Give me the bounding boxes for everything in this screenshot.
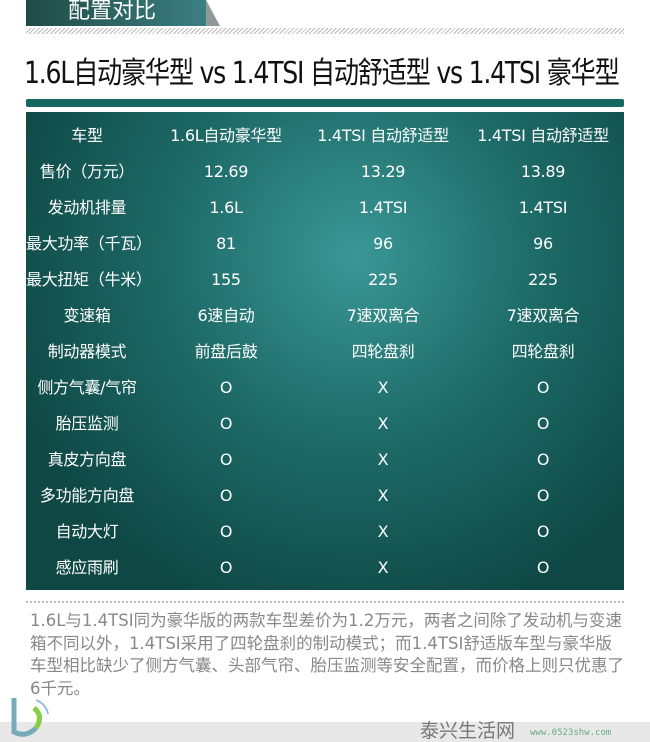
- cell-value: O: [536, 521, 550, 541]
- dotted-divider: [26, 601, 624, 603]
- cell-value: 81: [216, 233, 236, 253]
- cell-value: 225: [368, 269, 398, 289]
- table-row: 感应雨刷 O X O: [26, 549, 624, 585]
- table-header-row: 车型 1.6L自动豪华型 1.4TSI 自动舒适型 1.4TSI 自动舒适型: [26, 117, 624, 153]
- cell-value: O: [219, 377, 233, 397]
- cell-value: O: [536, 449, 550, 469]
- row-label: 最大功率（千瓦）: [26, 233, 152, 253]
- row-label: 车型: [71, 125, 103, 145]
- table-row: 多功能方向盘 O X O: [26, 477, 624, 513]
- page-title: 1.6L自动豪华型 vs 1.4TSI 自动舒适型 vs 1.4TSI 豪华型: [24, 56, 620, 91]
- cell-value: O: [536, 557, 550, 577]
- hatch-divider: [26, 28, 624, 34]
- cell-value: 1.6L自动豪华型: [170, 125, 282, 145]
- cell-value: 12.69: [203, 161, 249, 181]
- row-label: 变速箱: [63, 305, 111, 325]
- cell-value: 1.4TSI 自动舒适型: [317, 125, 449, 145]
- cell-value: 13.29: [360, 161, 406, 181]
- cell-value: 6速自动: [197, 305, 255, 325]
- row-label: 侧方气囊/气帘: [37, 377, 137, 397]
- accent-bar: [26, 99, 624, 107]
- table-row: 售价（万元） 12.69 13.29 13.89: [26, 153, 624, 189]
- cell-value: 1.4TSI: [358, 197, 408, 217]
- watermark-logo-icon: [11, 698, 49, 737]
- table-row: 变速箱 6速自动 7速双离合 7速双离合: [26, 297, 624, 333]
- watermark-name: 泰兴生活网: [420, 720, 516, 742]
- table-row: 侧方气囊/气帘 O X O: [26, 369, 624, 405]
- cell-value: X: [377, 485, 389, 505]
- cell-value: X: [377, 377, 389, 397]
- cell-value: 155: [211, 269, 241, 289]
- row-label: 发动机排量: [47, 197, 127, 217]
- table-row: 发动机排量 1.6L 1.4TSI 1.4TSI: [26, 189, 624, 225]
- row-label: 胎压监测: [55, 413, 119, 433]
- row-label: 自动大灯: [55, 521, 119, 541]
- cell-value: O: [219, 485, 233, 505]
- table-row: 制动器模式 前盘后鼓 四轮盘刹 四轮盘刹: [26, 333, 624, 369]
- cell-value: O: [536, 377, 550, 397]
- cell-value: O: [219, 557, 233, 577]
- cell-value: 96: [533, 233, 553, 253]
- cell-value: X: [377, 521, 389, 541]
- cell-value: O: [219, 449, 233, 469]
- comparison-table: 车型 1.6L自动豪华型 1.4TSI 自动舒适型 1.4TSI 自动舒适型售价（万元…: [26, 112, 624, 590]
- watermark-url: www.0523shw.com: [530, 728, 612, 738]
- row-label: 感应雨刷: [55, 557, 119, 577]
- cell-value: X: [377, 413, 389, 433]
- cell-value: O: [219, 413, 233, 433]
- section-tag: 配置对比: [26, 0, 220, 26]
- cell-value: O: [536, 413, 550, 433]
- row-label: 最大扭矩（牛米）: [26, 269, 152, 289]
- cell-value: 13.89: [520, 161, 566, 181]
- summary-note: 1.6L与1.4TSI同为豪华版的两款车型差价为1.2万元，两者之间除了发动机与…: [30, 611, 624, 698]
- row-label: 多功能方向盘: [39, 485, 135, 505]
- cell-value: 四轮盘刹: [351, 341, 415, 361]
- cell-value: 7速双离合: [346, 305, 420, 325]
- cell-value: 1.4TSI: [518, 197, 568, 217]
- cell-value: 7速双离合: [506, 305, 580, 325]
- cell-value: 96: [373, 233, 393, 253]
- cell-value: 四轮盘刹: [511, 341, 575, 361]
- table-row: 胎压监测 O X O: [26, 405, 624, 441]
- cell-value: 1.6L: [209, 197, 243, 217]
- cell-value: X: [377, 449, 389, 469]
- row-label: 真皮方向盘: [47, 449, 127, 469]
- cell-value: 前盘后鼓: [194, 341, 258, 361]
- table-row: 真皮方向盘 O X O: [26, 441, 624, 477]
- cell-value: X: [377, 557, 389, 577]
- cell-value: 225: [528, 269, 558, 289]
- row-label: 售价（万元）: [39, 161, 135, 181]
- table-row: 自动大灯 O X O: [26, 513, 624, 549]
- cell-value: O: [219, 521, 233, 541]
- footer-band: [0, 722, 650, 742]
- cell-value: 1.4TSI 自动舒适型: [477, 125, 609, 145]
- cell-value: O: [536, 485, 550, 505]
- table-row: 最大功率（千瓦） 81 96 96: [26, 225, 624, 261]
- row-label: 制动器模式: [47, 341, 127, 361]
- table-row: 最大扭矩（牛米） 155 225 225: [26, 261, 624, 297]
